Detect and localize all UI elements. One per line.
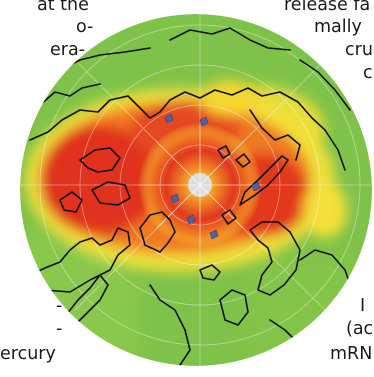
text-fragment: mRN: [330, 344, 373, 364]
text-fragment: o-: [76, 17, 94, 37]
red-core-west: [40, 125, 160, 235]
station-marker: [251, 181, 261, 192]
coastline-iceland: [199, 264, 221, 281]
map-disc: [20, 14, 372, 366]
coastline-north-america: [20, 227, 131, 301]
station-markers: [164, 113, 261, 240]
coastline-labrador: [149, 284, 191, 366]
text-fragment: -: [56, 296, 63, 316]
text-fragment: era-: [50, 40, 85, 60]
coastline-svalbard: [221, 209, 237, 225]
yellow-patch: [303, 182, 347, 238]
coastline-canadian-archipelago: [79, 147, 121, 173]
text-fragment: (ac: [346, 319, 374, 339]
coastline-scandinavia: [249, 221, 301, 296]
coastline-alaska: [29, 95, 171, 141]
station-marker: [186, 214, 196, 225]
station-marker: [209, 229, 219, 240]
coastline-europe: [219, 289, 249, 326]
coastline-severnaya: [217, 145, 231, 159]
coastline-greenland: [139, 211, 176, 253]
coastline-canadian-archipelago: [91, 181, 131, 206]
text-fragment: -: [56, 319, 63, 339]
coastline-novaya-zemlya: [239, 155, 289, 206]
text-fragment: cru: [345, 40, 373, 60]
coastline-franz-josef: [235, 153, 251, 168]
pole-rays: [138, 125, 262, 245]
text-fragment: I: [360, 296, 366, 316]
coastline-hudson: [65, 274, 109, 331]
text-fragment: at the: [37, 0, 89, 15]
text-fragment: mally: [314, 17, 362, 37]
coastline-asia: [169, 27, 291, 51]
green-mottle: [240, 250, 370, 360]
station-marker: [170, 193, 180, 204]
station-marker: [164, 113, 174, 124]
coastline-alaska: [39, 83, 101, 106]
coastline-canadian-archipelago: [59, 191, 83, 213]
coastline-asia: [299, 59, 351, 111]
coastline-taimyr: [249, 109, 301, 161]
coastline-siberia: [169, 87, 346, 171]
text-fragment: c: [363, 63, 373, 83]
station-marker: [199, 116, 209, 127]
graticule: [20, 14, 372, 366]
text-fragment: release fa: [284, 0, 371, 15]
text-fragment: ercury: [0, 344, 56, 364]
